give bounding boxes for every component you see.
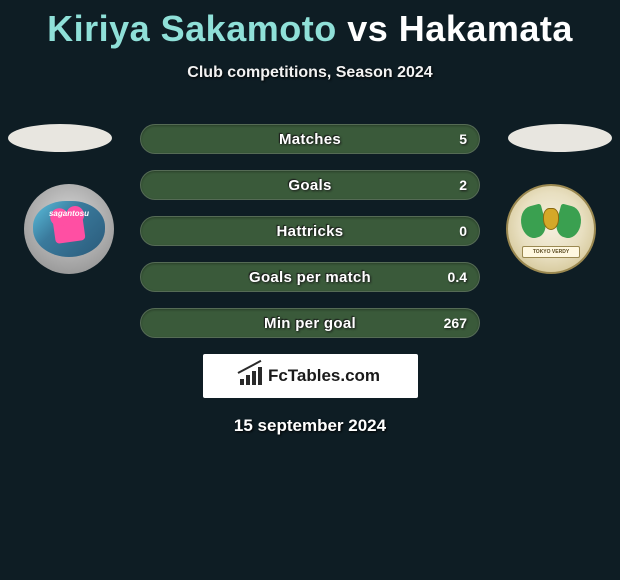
date-text: 15 september 2024 [0, 416, 620, 436]
stat-label: Matches [279, 131, 341, 148]
heart-icon [52, 214, 85, 244]
player2-photo-placeholder [508, 124, 612, 152]
stats-list: Matches 5 Goals 2 Hattricks 0 Goals per … [140, 124, 480, 338]
stat-label: Goals per match [249, 269, 371, 286]
stat-row-goals: Goals 2 [140, 170, 480, 200]
stat-label: Goals [288, 177, 331, 194]
stat-value-right: 2 [459, 177, 467, 193]
club-badge-right: TOKYO VERDY [506, 184, 596, 274]
subtitle: Club competitions, Season 2024 [0, 64, 620, 82]
stat-row-goals-per-match: Goals per match 0.4 [140, 262, 480, 292]
player2-name: Hakamata [399, 8, 573, 49]
player1-name: Kiriya Sakamoto [47, 8, 337, 49]
stat-label: Min per goal [264, 315, 356, 332]
crest-text: sagantosu [49, 209, 89, 218]
condor-icon [543, 208, 559, 230]
branding-text: FcTables.com [268, 366, 380, 386]
stat-value-right: 0.4 [448, 269, 467, 285]
crest-ribbon: TOKYO VERDY [522, 246, 580, 258]
stat-label: Hattricks [277, 223, 344, 240]
stat-value-right: 267 [444, 315, 467, 331]
bar-chart-icon [240, 367, 262, 385]
stat-row-hattricks: Hattricks 0 [140, 216, 480, 246]
stat-value-right: 5 [459, 131, 467, 147]
comparison-title: Kiriya Sakamoto vs Hakamata [0, 0, 620, 50]
tokyo-verdy-crest: TOKYO VERDY [516, 194, 586, 264]
vs-text: vs [347, 8, 388, 49]
sagan-tosu-crest: sagantosu [33, 201, 105, 257]
club-badge-left: sagantosu [24, 184, 114, 274]
stat-value-right: 0 [459, 223, 467, 239]
branding-banner[interactable]: FcTables.com [203, 354, 418, 398]
stat-row-min-per-goal: Min per goal 267 [140, 308, 480, 338]
player1-photo-placeholder [8, 124, 112, 152]
content-area: sagantosu TOKYO VERDY Matches 5 Goals 2 [0, 124, 620, 436]
stat-row-matches: Matches 5 [140, 124, 480, 154]
